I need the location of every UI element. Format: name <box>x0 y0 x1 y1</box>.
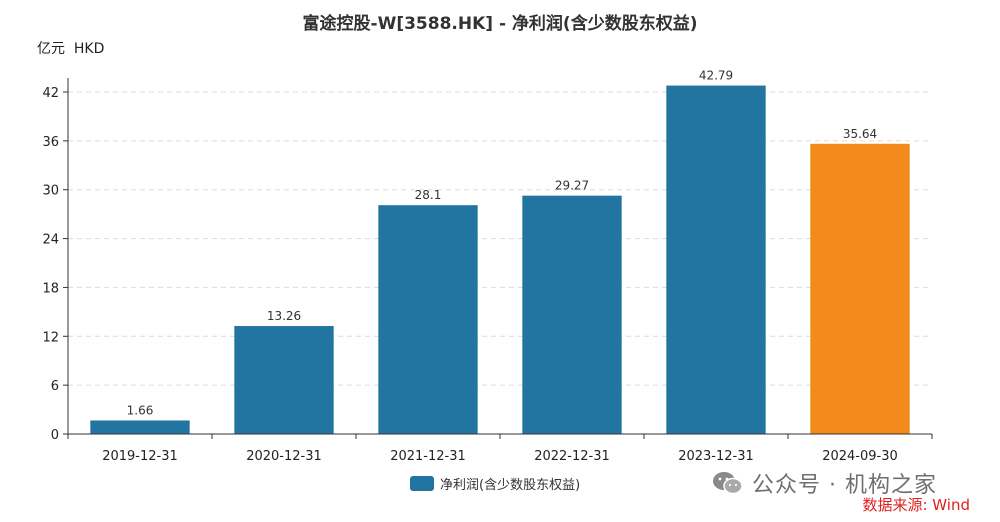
x-tick-label: 2024-09-30 <box>822 449 898 464</box>
y-tick-label: 36 <box>42 135 59 150</box>
bar-value-label: 13.26 <box>267 309 301 323</box>
x-axis: 2019-12-31 2020-12-31 2021-12-31 2022-12-31… <box>67 433 933 464</box>
bar[interactable] <box>90 420 190 434</box>
watermark-text: 公众号 · 机构之家 <box>752 473 937 498</box>
y-axis-unit-label: 亿元 HKD <box>37 41 104 57</box>
bar[interactable] <box>666 85 766 435</box>
legend[interactable]: 净利润(含少数股东权益) <box>410 476 580 493</box>
y-tick-label: 18 <box>42 281 59 296</box>
gridlines <box>68 91 932 386</box>
bar[interactable] <box>378 205 478 434</box>
y-tick-label: 42 <box>42 86 59 101</box>
legend-swatch <box>410 476 434 491</box>
y-tick-label: 0 <box>51 428 59 443</box>
x-tick-label: 2020-12-31 <box>246 449 322 464</box>
bar-value-label: 29.27 <box>555 179 589 193</box>
wechat-icon <box>713 472 743 495</box>
bar[interactable] <box>234 326 334 434</box>
bar[interactable] <box>810 143 910 434</box>
bars: 1.66 13.26 28.1 29.27 42.79 35.64 <box>90 69 910 435</box>
y-tick-label: 24 <box>42 233 59 248</box>
data-source: 数据来源: Wind <box>862 496 970 514</box>
x-tick-label: 2019-12-31 <box>102 449 178 464</box>
bar-value-label: 28.1 <box>415 188 442 202</box>
chart-title: 富途控股-W[3588.HK] - 净利润(含少数股东权益) <box>303 13 698 34</box>
bar-value-label: 35.64 <box>843 127 877 141</box>
x-tick-label: 2021-12-31 <box>390 449 466 464</box>
bar-value-label: 42.79 <box>699 69 733 83</box>
legend-label: 净利润(含少数股东权益) <box>440 477 580 493</box>
x-tick-label: 2023-12-31 <box>678 449 754 464</box>
x-tick-label: 2022-12-31 <box>534 449 610 464</box>
y-tick-label: 12 <box>42 330 59 345</box>
y-tick-label: 30 <box>42 184 59 199</box>
y-tick-label: 6 <box>51 379 59 394</box>
watermark: 公众号 · 机构之家 <box>712 465 937 501</box>
bar-value-label: 1.66 <box>127 403 154 417</box>
bar[interactable] <box>522 195 622 434</box>
y-axis: 0 6 12 18 24 30 36 42 <box>42 78 69 443</box>
